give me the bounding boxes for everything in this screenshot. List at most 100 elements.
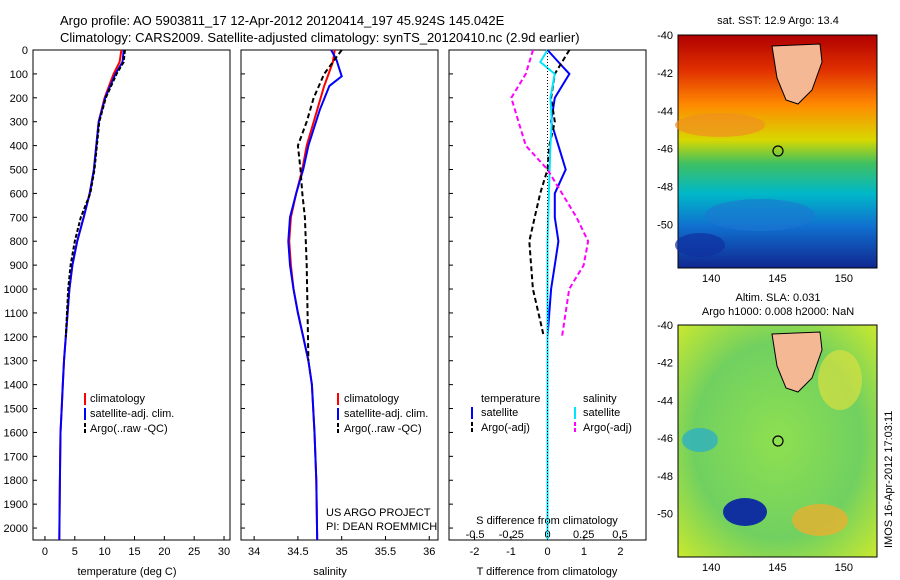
legend-label: Argo(-adj) bbox=[583, 422, 632, 434]
salinity-legend: climatology satellite-adj. clim. Argo(..… bbox=[326, 393, 437, 533]
top-tick-label: 0.5 bbox=[612, 529, 627, 541]
sla-map-axes: -40 -42 -44 -46 -48 -50 140 145 150 bbox=[657, 320, 853, 574]
salinity-xlabel: salinity bbox=[313, 566, 347, 578]
depth-tick-label: 1200 bbox=[4, 332, 28, 344]
depth-tick-label: 400 bbox=[10, 141, 28, 153]
map-y-tick: -50 bbox=[657, 509, 673, 521]
legend-label: Argo(..raw -QC) bbox=[90, 423, 168, 435]
depth-tick-label: 1900 bbox=[4, 499, 28, 511]
legend-label: satellite bbox=[583, 407, 620, 419]
depth-tick-label: 1300 bbox=[4, 356, 28, 368]
x-tick-label: -2 bbox=[470, 546, 480, 558]
legend-label: satellite-adj. clim. bbox=[344, 408, 428, 420]
x-tick-label: 0 bbox=[42, 546, 48, 558]
x-tick-label: 5 bbox=[72, 546, 78, 558]
tasmania-landmass bbox=[771, 43, 823, 105]
legend-label: Argo(-adj) bbox=[481, 422, 530, 434]
map-y-tick: -42 bbox=[657, 68, 673, 80]
top-tick-label: -0.5 bbox=[466, 529, 485, 541]
x-tick-label: 36 bbox=[423, 546, 435, 558]
x-tick-label: 34.5 bbox=[287, 546, 308, 558]
sst-map-axes: -40 -42 -44 -46 -48 -50 140 145 150 bbox=[657, 30, 853, 285]
x-tick-label: 2 bbox=[617, 546, 623, 558]
warm-patch bbox=[675, 113, 765, 137]
legend-label: Argo(..raw -QC) bbox=[344, 423, 422, 435]
depth-tick-label: 900 bbox=[10, 260, 28, 272]
map-y-tick: -42 bbox=[657, 358, 673, 370]
map-x-tick: 145 bbox=[768, 273, 786, 285]
sla-map-title1: Altim. SLA: 0.031 bbox=[736, 292, 821, 304]
series-line bbox=[64, 49, 126, 337]
temperature-legend: climatology satellite-adj. clim. Argo(..… bbox=[84, 393, 174, 435]
depth-tick-label: 200 bbox=[10, 93, 28, 105]
legend-label: climatology bbox=[344, 393, 400, 405]
depth-tick-label: 2000 bbox=[4, 523, 28, 535]
depth-tick-label: 500 bbox=[10, 165, 28, 177]
depth-tick-label: 0 bbox=[22, 45, 28, 57]
x-tick-label: 30 bbox=[218, 546, 230, 558]
sst-map-title: sat. SST: 12.9 Argo: 13.4 bbox=[717, 15, 839, 27]
sla-map: Altim. SLA: 0.031 Argo h1000: 0.008 h200… bbox=[657, 292, 878, 574]
map-y-tick: -48 bbox=[657, 182, 673, 194]
tasmania-landmass bbox=[771, 331, 823, 393]
map-x-tick: 145 bbox=[768, 562, 786, 574]
credit-pi: PI: DEAN ROEMMICH bbox=[326, 521, 437, 533]
map-y-tick: -50 bbox=[657, 219, 673, 231]
depth-tick-label: 1800 bbox=[4, 475, 28, 487]
x-tick-label: 35 bbox=[336, 546, 348, 558]
profile-lines bbox=[58, 49, 590, 541]
temperature-x-axis: 0 5 10 15 20 25 30 bbox=[42, 536, 230, 558]
top-tick-label: -0.25 bbox=[499, 529, 524, 541]
low-anomaly bbox=[723, 498, 767, 526]
x-tick-label: -1 bbox=[506, 546, 516, 558]
x-tick-label: 0 bbox=[544, 546, 550, 558]
salinity-panel bbox=[240, 49, 439, 541]
legend-label: satellite bbox=[481, 407, 518, 419]
high-anomaly bbox=[792, 504, 848, 536]
cool-patch bbox=[675, 233, 725, 257]
depth-tick-label: 600 bbox=[10, 188, 28, 200]
map-y-tick: -46 bbox=[657, 433, 673, 445]
x-tick-label: 1 bbox=[581, 546, 587, 558]
depth-tick-label: 1400 bbox=[4, 380, 28, 392]
legend-label: climatology bbox=[90, 393, 146, 405]
x-tick-label: 34 bbox=[248, 546, 260, 558]
series-line bbox=[539, 49, 556, 540]
series-line bbox=[296, 49, 343, 361]
t-difference-xlabel: T difference from climatology bbox=[477, 566, 618, 578]
x-tick-label: 20 bbox=[158, 546, 170, 558]
legend-title-temperature: temperature bbox=[481, 393, 540, 405]
map-y-tick: -40 bbox=[657, 30, 673, 42]
map-y-tick: -46 bbox=[657, 144, 673, 156]
top-tick-label: 0.25 bbox=[573, 529, 594, 541]
series-line bbox=[287, 49, 343, 541]
depth-tick-label: 300 bbox=[10, 117, 28, 129]
map-x-tick: 150 bbox=[835, 273, 853, 285]
depth-tick-label: 700 bbox=[10, 212, 28, 224]
depth-tick-label: 100 bbox=[10, 69, 28, 81]
depth-tick-label: 1700 bbox=[4, 451, 28, 463]
series-line bbox=[510, 49, 590, 337]
map-y-tick: -48 bbox=[657, 471, 673, 483]
sla-map-title2: Argo h1000: 0.008 h2000: NaN bbox=[702, 306, 854, 318]
low-anomaly bbox=[682, 428, 718, 452]
map-y-tick: -44 bbox=[657, 106, 673, 118]
map-x-tick: 150 bbox=[835, 562, 853, 574]
depth-axis: 0 100 200 300 400 500 600 700 800 900 1000 1100 1200… bbox=[4, 45, 453, 535]
imos-timestamp: IMOS 16-Apr-2012 17:03:11 bbox=[883, 411, 895, 548]
depth-tick-label: 1100 bbox=[4, 308, 28, 320]
depth-tick-label: 1600 bbox=[4, 427, 28, 439]
depth-tick-label: 1000 bbox=[4, 284, 28, 296]
cool-patch bbox=[705, 199, 815, 231]
temperature-xlabel: temperature (deg C) bbox=[77, 566, 176, 578]
x-tick-label: 25 bbox=[188, 546, 200, 558]
x-tick-label: 15 bbox=[128, 546, 140, 558]
difference-legend: temperature salinity satellite Argo(-adj… bbox=[471, 393, 632, 434]
map-y-tick: -40 bbox=[657, 320, 673, 332]
salinity-x-axis: 34 34.5 35 35.5 36 bbox=[248, 536, 435, 558]
high-anomaly bbox=[818, 350, 862, 410]
float-location-marker bbox=[772, 145, 784, 157]
sst-map: sat. SST: 12.9 Argo: 13.4 -40 -42 -44 -46 -4… bbox=[657, 15, 878, 285]
map-x-tick: 140 bbox=[702, 562, 720, 574]
